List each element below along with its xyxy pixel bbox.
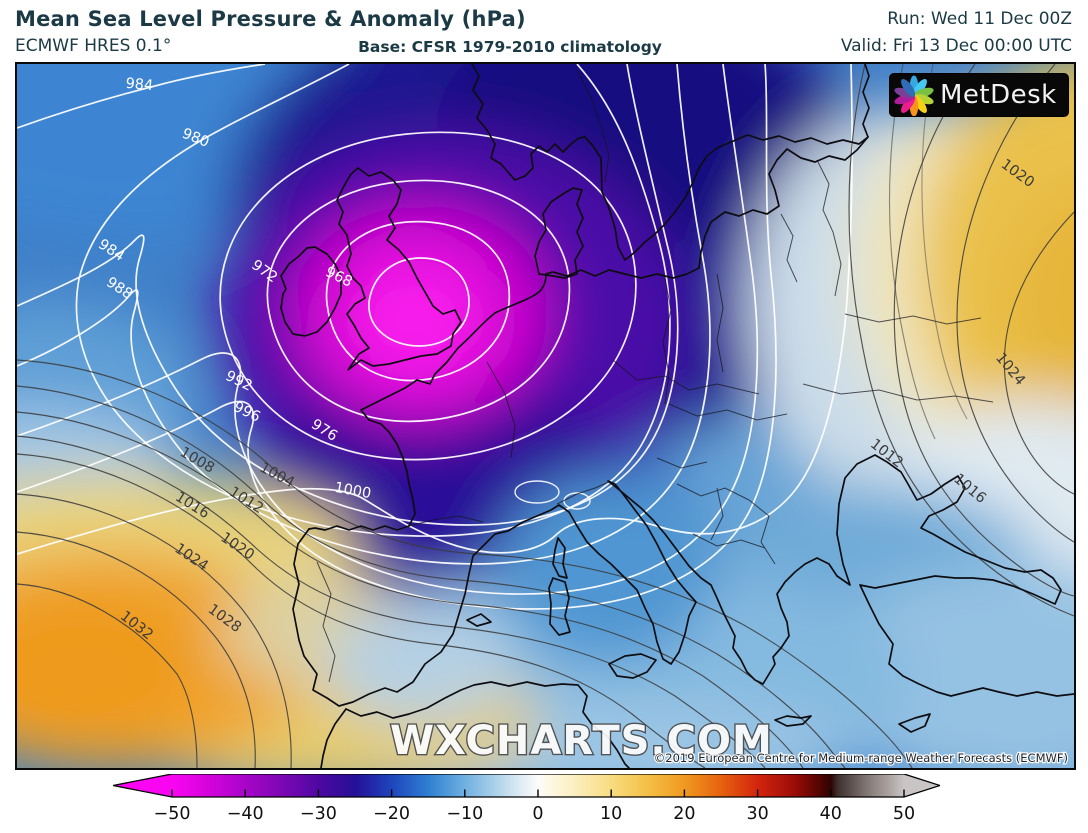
map-panel: 984 980 984 988 972 968 976 992 996 1000 1008 1004 1… — [15, 62, 1076, 770]
watermark: WXCHARTS.COM — [390, 718, 773, 764]
colorbar-svg: −50 −40 −30 −20 −10 0 10 20 30 40 50 — [112, 773, 943, 824]
colorbar-tick-label: 30 — [746, 804, 768, 824]
metdesk-logo: MetDesk — [890, 74, 1068, 116]
colorbar-tick-label: −20 — [373, 804, 410, 824]
colorbar-tick-label: 10 — [600, 804, 622, 824]
contour-label: 1000 — [333, 480, 372, 502]
run-label: Run: Wed 11 Dec 00Z — [887, 9, 1072, 29]
run-valid-block: Run: Wed 11 Dec 00Z Valid: Fri 13 Dec 00… — [841, 6, 1072, 60]
country-borders — [316, 69, 994, 683]
valid-label: Valid: Fri 13 Dec 00:00 UTC — [840, 36, 1072, 56]
anomaly-field — [17, 64, 1074, 768]
metdesk-logo-text: MetDesk — [940, 80, 1057, 110]
contour-label: 984 — [125, 76, 154, 94]
colorbar-tick-label: 40 — [820, 804, 842, 824]
colorbar-tick-label: 50 — [893, 804, 915, 824]
colorbar-tick-label: −50 — [154, 804, 191, 824]
page-title: Mean Sea Level Pressure & Anomaly (hPa) — [15, 7, 526, 31]
colorbar-tick-label: −30 — [300, 804, 337, 824]
colorbar-tick-label: −10 — [446, 804, 483, 824]
colorbar-ticks — [171, 789, 905, 797]
isobars-dark — [17, 64, 1074, 768]
climatology-base-label: Base: CFSR 1979-2010 climatology — [358, 38, 662, 56]
coastlines — [280, 64, 1074, 768]
copyright-label: ©2019 European Centre for Medium-range W… — [654, 751, 1068, 765]
metdesk-pinwheel-icon — [894, 75, 934, 116]
colorbar-tick-labels: −50 −40 −30 −20 −10 0 10 20 30 40 50 — [154, 804, 916, 824]
colorbar-tick-label: 20 — [673, 804, 695, 824]
isobars-white — [17, 64, 853, 610]
colorbar-tick-label: −40 — [227, 804, 264, 824]
model-label: ECMWF HRES 0.1° — [15, 36, 172, 56]
colorbar-bar — [112, 773, 943, 798]
anomaly-colorbar: −50 −40 −30 −20 −10 0 10 20 30 40 50 — [112, 773, 943, 824]
colorbar-tick-label: 0 — [532, 804, 543, 824]
